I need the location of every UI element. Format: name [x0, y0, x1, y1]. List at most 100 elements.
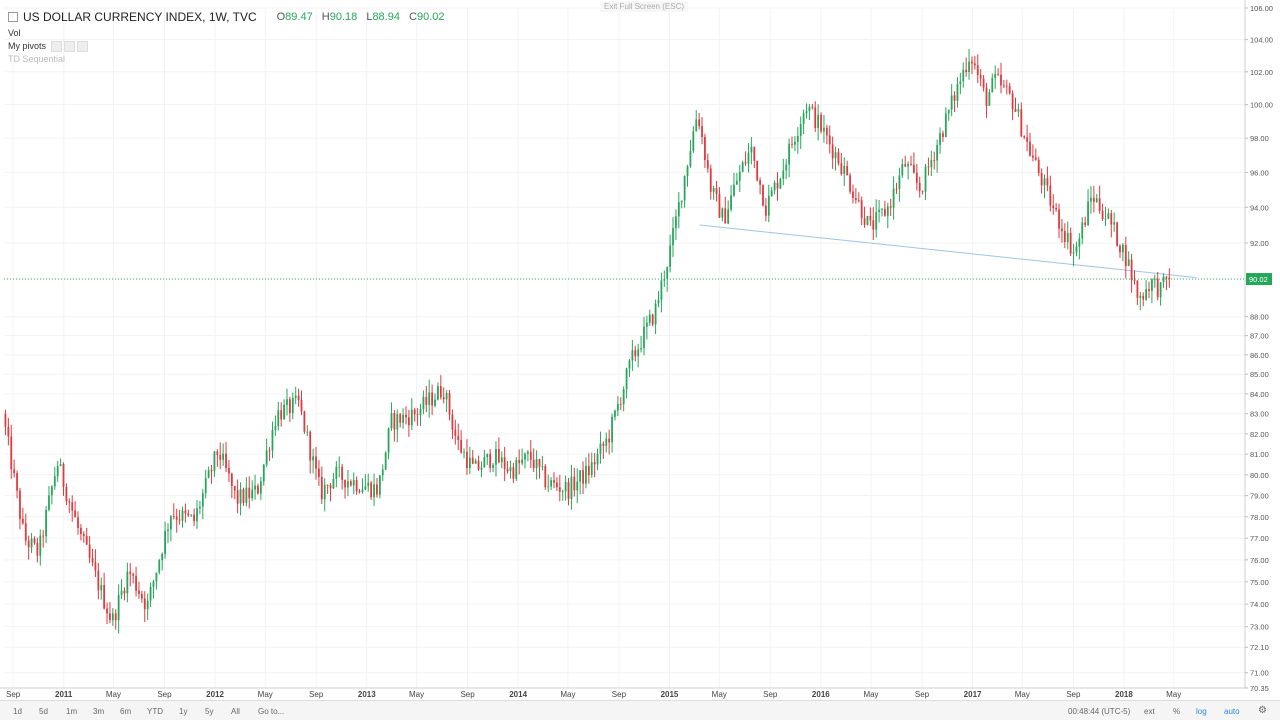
candle-body	[230, 473, 233, 487]
candle-body	[422, 396, 425, 410]
candle-body	[184, 510, 187, 514]
candle-body	[111, 613, 114, 621]
candle-body	[1168, 277, 1171, 280]
candle-body	[971, 61, 973, 64]
candle-body	[1017, 109, 1020, 112]
ext-toggle[interactable]: ext	[1144, 707, 1155, 716]
candle-body	[573, 476, 576, 491]
candle-body	[158, 560, 161, 573]
candle-body	[448, 392, 451, 415]
price-chart[interactable]: 90.02 106.00 104.00 102.00 100.00 98.00 96.00…	[0, 0, 1280, 700]
candle-body	[913, 164, 915, 173]
candle-body	[45, 510, 47, 537]
candle-body	[840, 163, 843, 174]
clock-readout: 00:48:44 (UTC-5)	[1068, 707, 1131, 716]
candle-body	[526, 451, 529, 454]
candle-body	[614, 410, 616, 417]
candle-body	[619, 404, 622, 405]
range-1y[interactable]: 1y	[179, 707, 188, 716]
price-tick-label: 87.00	[1250, 332, 1269, 341]
time-tick-label: 2015	[661, 690, 679, 699]
candle-body	[1116, 222, 1118, 246]
exit-fullscreen-button[interactable]: Exit Full Screen (ESC)	[600, 1, 689, 12]
candle-body	[196, 508, 198, 522]
candle-body	[878, 209, 880, 212]
candle-body	[1148, 289, 1150, 292]
auto-toggle[interactable]: auto	[1224, 707, 1240, 716]
candle-body	[1043, 178, 1046, 186]
candle-body	[643, 326, 645, 349]
candle-body	[947, 109, 950, 114]
time-axis[interactable]: Sep 2011 May Sep 2012 May Sep 2013 May Sep 2014 May…	[0, 687, 1245, 699]
candle-body	[161, 554, 164, 561]
chart-grid	[4, 7, 1245, 689]
candle-body	[1092, 197, 1095, 202]
candle-body	[1151, 279, 1153, 292]
candle-body	[42, 535, 45, 537]
candle-body	[1002, 85, 1005, 87]
candle-body	[663, 278, 666, 281]
candle-body	[349, 481, 352, 486]
candle-body	[178, 519, 181, 521]
candle-body	[915, 172, 918, 183]
candle-body	[669, 245, 672, 267]
candle-body	[1124, 244, 1127, 267]
candle-body	[625, 368, 628, 390]
candle-body	[335, 466, 338, 479]
candle-body	[172, 516, 175, 518]
candle-body	[660, 280, 663, 300]
indicator-vol[interactable]: Vol	[8, 28, 21, 38]
candle-body	[811, 106, 814, 108]
indicator-pivots[interactable]: My pivots	[8, 41, 88, 53]
indicator-td[interactable]: TD Sequential	[8, 54, 65, 64]
indicator-settings-icon[interactable]	[50, 41, 62, 53]
range-1d[interactable]: 1d	[13, 707, 22, 716]
range-3m[interactable]: 3m	[93, 707, 105, 716]
candle-body	[140, 594, 143, 599]
indicator-settings-icon[interactable]	[63, 41, 75, 53]
candle-body	[320, 477, 323, 500]
goto-button[interactable]: Go to...	[258, 707, 285, 716]
price-axis[interactable]: 106.00 104.00 102.00 100.00 98.00 96.00 94.00 9…	[1244, 0, 1273, 693]
price-tick-label: 82.00	[1250, 430, 1269, 439]
candle-body	[268, 450, 271, 452]
range-1m[interactable]: 1m	[66, 707, 78, 716]
high-value: 90.18	[329, 11, 358, 23]
candle-body	[860, 200, 863, 219]
candle-body	[616, 404, 619, 411]
settings-gear-icon[interactable]: ⚙	[1258, 705, 1267, 716]
candle-body	[1110, 213, 1113, 225]
candle-body	[94, 562, 97, 571]
candle-body	[262, 464, 265, 482]
range-6m[interactable]: 6m	[120, 707, 132, 716]
candle-body	[233, 486, 236, 491]
candles-layer	[4, 49, 1171, 634]
candle-body	[506, 469, 509, 472]
candle-body	[1145, 289, 1148, 300]
collapse-icon[interactable]	[8, 12, 18, 22]
range-5d[interactable]: 5d	[39, 707, 48, 716]
range-ytd[interactable]: YTD	[147, 707, 163, 716]
indicator-close-icon[interactable]	[76, 41, 88, 53]
log-toggle[interactable]: log	[1196, 707, 1207, 716]
candle-body	[1029, 141, 1031, 156]
range-all[interactable]: All	[231, 707, 240, 716]
candle-body	[332, 478, 335, 489]
candle-body	[567, 482, 570, 499]
candle-body	[257, 485, 259, 494]
range-5y[interactable]: 5y	[205, 707, 214, 716]
candle-body	[103, 585, 106, 609]
candle-body	[854, 198, 857, 201]
percent-toggle[interactable]: %	[1173, 707, 1181, 716]
candle-body	[399, 414, 402, 423]
indicator-pivots-label: My pivots	[8, 41, 47, 51]
candle-body	[500, 457, 503, 463]
candle-body	[570, 476, 573, 499]
candle-body	[454, 429, 457, 436]
candle-body	[808, 106, 811, 112]
symbol-title[interactable]: US DOLLAR CURRENCY INDEX, 1W, TVC	[23, 10, 257, 24]
candle-body	[602, 443, 605, 446]
candle-body	[344, 479, 346, 488]
candle-body	[347, 481, 349, 488]
candle-body	[30, 538, 33, 548]
